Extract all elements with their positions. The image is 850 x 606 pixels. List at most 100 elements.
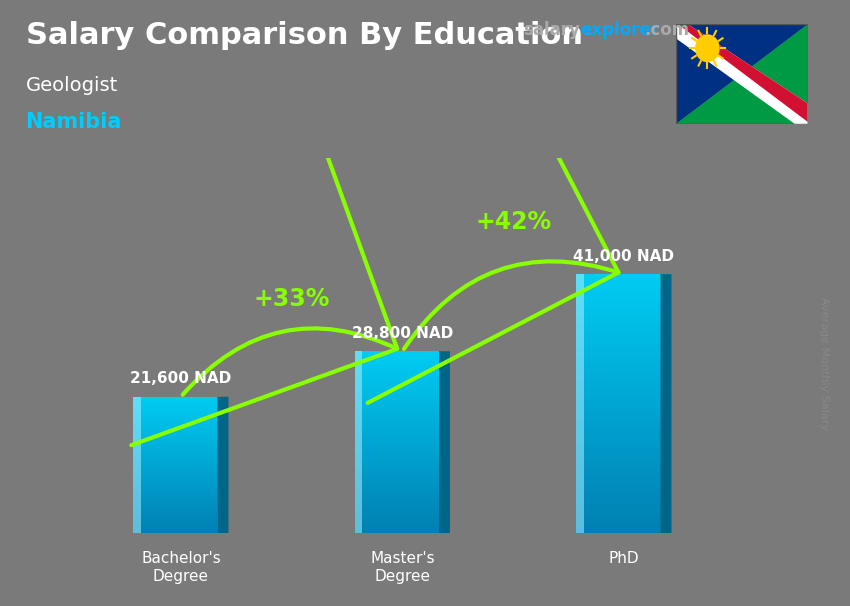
Bar [576,514,660,516]
Bar [133,435,218,436]
Bar [133,482,218,483]
Bar [133,475,218,476]
Bar [576,373,660,375]
Bar [133,398,218,399]
Bar [576,359,660,361]
Text: +33%: +33% [253,287,330,311]
Bar [354,474,439,475]
Bar [354,469,439,470]
Bar [133,502,218,503]
Bar [576,379,660,381]
Bar [354,381,439,382]
Bar [576,411,660,412]
Bar [133,459,218,461]
Bar [576,319,660,321]
Bar [354,473,439,474]
Bar [354,509,439,510]
Bar [576,322,660,324]
Text: 41,000 NAD: 41,000 NAD [574,249,674,264]
Bar [133,498,218,499]
Bar [576,342,660,343]
Bar [576,511,660,513]
Bar [354,448,439,450]
Bar [354,480,439,481]
Bar [354,419,439,421]
Bar [354,498,439,499]
Bar [576,274,660,276]
Bar [133,526,218,527]
Bar [576,488,660,490]
Bar [133,455,218,456]
Bar [133,514,218,515]
Text: Namibia: Namibia [26,112,122,132]
Bar [133,442,218,443]
Bar [133,505,218,506]
Bar [576,448,660,450]
Bar [133,399,218,401]
Bar [576,314,660,316]
Bar [576,430,660,431]
Circle shape [695,34,720,62]
Bar [354,491,439,492]
Bar [576,312,660,314]
Bar [576,378,660,379]
Bar [133,433,218,434]
Bar [354,358,439,359]
Bar [133,478,218,479]
Bar [133,405,218,406]
Bar [354,451,439,452]
Bar [133,530,218,531]
Bar [576,365,660,367]
Bar [354,413,439,415]
Bar [133,487,218,488]
Bar [354,351,362,533]
Bar [354,458,439,459]
Bar [133,467,218,468]
Bar [576,283,660,285]
Bar [133,483,218,484]
Bar [133,413,218,414]
Bar [133,517,218,518]
Bar [576,326,660,328]
Bar [354,430,439,431]
Bar [354,364,439,365]
Bar [133,497,218,498]
Text: .com: .com [644,21,689,39]
Bar [354,383,439,384]
Bar [133,503,218,504]
Bar [576,493,660,495]
Bar [354,402,439,404]
Bar [354,453,439,454]
Polygon shape [678,24,808,122]
Bar [576,418,660,419]
Bar [354,424,439,425]
Bar [133,403,218,404]
Bar [133,428,218,430]
Bar [133,468,218,470]
Bar [133,410,218,411]
Bar [133,525,218,526]
Bar [576,519,660,521]
Bar [133,447,218,448]
Bar [354,427,439,428]
Bar [133,528,218,530]
Bar [354,445,439,446]
Bar [576,461,660,462]
Text: 28,800 NAD: 28,800 NAD [352,326,453,341]
Bar [133,453,218,454]
Bar [576,369,660,371]
Bar [133,430,218,431]
Bar [354,462,439,463]
Bar [576,298,660,300]
Bar [576,507,660,509]
Bar [576,452,660,454]
Bar [133,423,218,424]
Bar [354,487,439,488]
Bar [576,362,660,364]
Bar [576,308,660,310]
Bar [576,462,660,464]
Bar [354,514,439,515]
Bar [576,445,660,447]
Bar [354,504,439,505]
Bar [354,399,439,400]
